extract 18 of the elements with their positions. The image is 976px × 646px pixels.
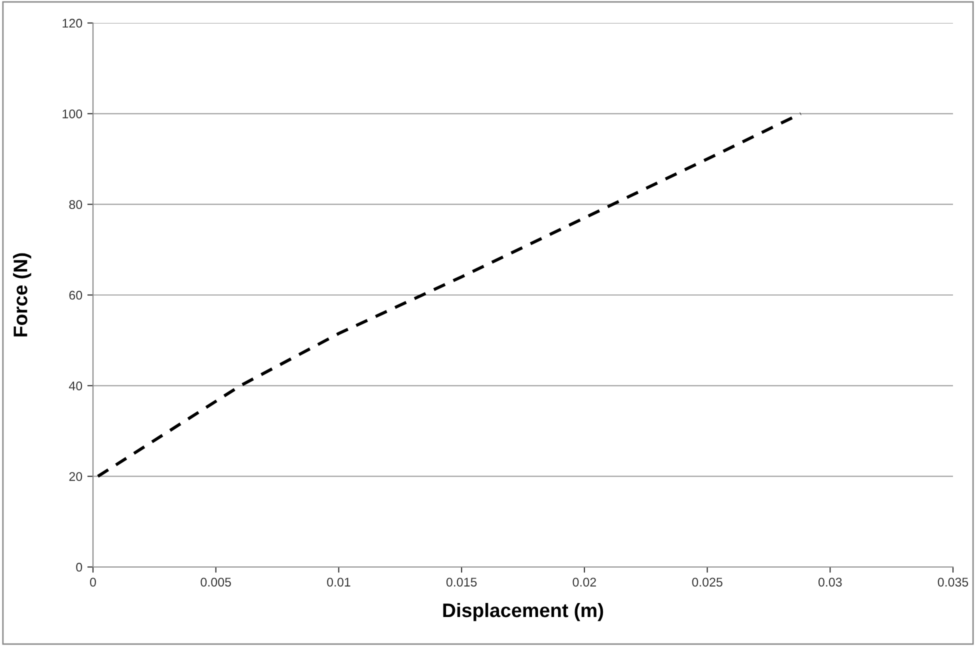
y-tick-label: 60 bbox=[69, 290, 82, 300]
x-tick-label: 0.035 bbox=[938, 578, 968, 587]
y-tick-label: 80 bbox=[69, 200, 82, 209]
y-tick-label: 120 bbox=[62, 18, 82, 28]
x-tick-label: 0.025 bbox=[692, 578, 722, 587]
x-tick-label: 0.02 bbox=[572, 578, 596, 587]
y-tick-label: 20 bbox=[69, 472, 82, 481]
x-tick-label: 0.015 bbox=[446, 578, 477, 587]
x-tick-label: 0.005 bbox=[200, 578, 231, 587]
y-tick-label: 100 bbox=[62, 109, 82, 118]
line-series bbox=[96, 112, 802, 478]
x-axis-title: Displacement (m) bbox=[443, 602, 604, 622]
y-tick-label: 40 bbox=[68, 381, 82, 390]
x-tick-label: 0.03 bbox=[818, 578, 842, 587]
x-tick-label: 0 bbox=[90, 578, 96, 587]
x-tick-label: 0.01 bbox=[327, 578, 350, 587]
y-axis-title: Force (N) bbox=[13, 253, 32, 336]
y-tick-label: 0 bbox=[76, 562, 82, 572]
